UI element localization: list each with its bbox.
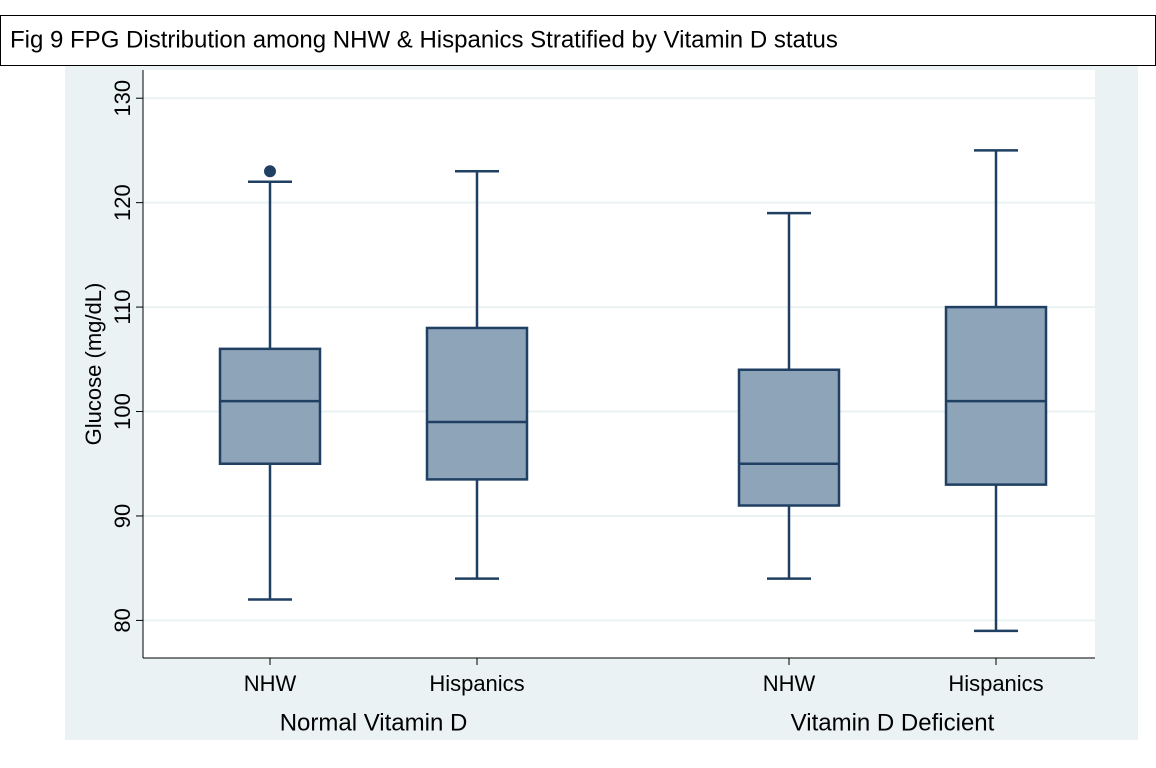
y-tick-label: 80: [110, 608, 135, 632]
x-tick-label: NHW: [244, 671, 297, 696]
outlier: [264, 165, 276, 178]
group-label: Vitamin D Deficient: [791, 709, 995, 736]
y-axis-label: Glucose (mg/dL): [81, 283, 106, 446]
box: [425, 326, 529, 481]
y-tick-label: 100: [110, 393, 135, 430]
x-tick-label: Hispanics: [948, 671, 1043, 696]
x-tick-label: NHW: [763, 671, 816, 696]
chart-title: Fig 9 FPG Distribution among NHW & Hispa…: [10, 26, 838, 53]
y-tick-label: 90: [110, 504, 135, 528]
group-label: Normal Vitamin D: [280, 709, 468, 736]
title-box: [0, 15, 1156, 66]
box: [944, 305, 1048, 486]
box: [218, 347, 322, 465]
x-tick-label: Hispanics: [429, 671, 524, 696]
y-tick-label: 110: [110, 290, 135, 325]
box: [737, 368, 841, 507]
y-tick-label: 120: [110, 184, 135, 221]
y-tick-label: 130: [110, 80, 135, 117]
